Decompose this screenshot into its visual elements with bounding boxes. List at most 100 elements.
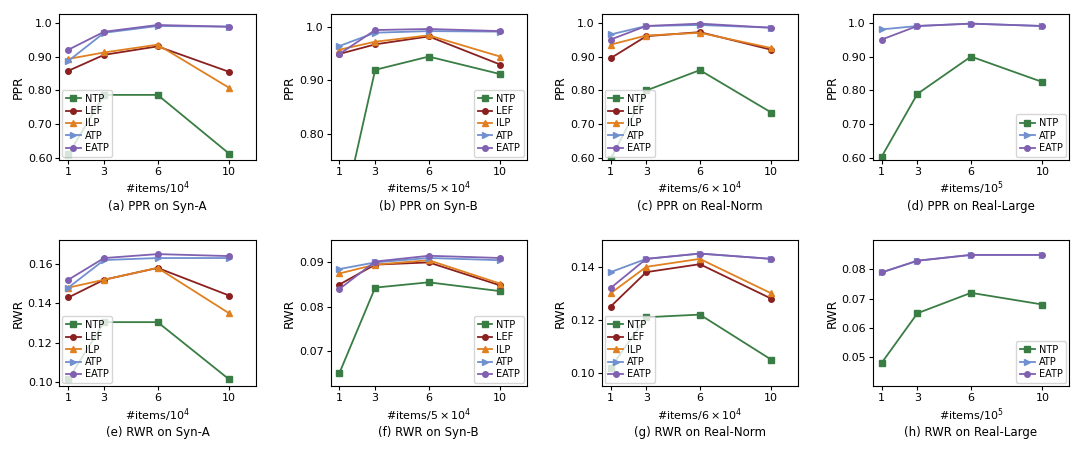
NTP [1036,302,1049,308]
X-axis label: #items/$10^5$: #items/$10^5$ [939,180,1003,197]
NTP [693,312,706,317]
Line: ATP: ATP [608,22,774,37]
ILP [765,45,778,51]
ATP [693,22,706,28]
Line: NTP: NTP [608,312,774,370]
LEF [765,296,778,301]
EATP [639,256,652,262]
LEF [639,33,652,39]
X-axis label: #items/$5\times10^4$: #items/$5\times10^4$ [386,180,472,197]
Y-axis label: RWR: RWR [283,299,296,328]
EATP [97,255,110,261]
ATP [604,269,617,275]
ILP [97,49,110,55]
ATP [875,269,888,275]
Text: (d) PPR on Real-Large: (d) PPR on Real-Large [907,200,1035,213]
ATP [639,256,652,262]
Line: NTP: NTP [879,54,1045,159]
EATP [604,285,617,291]
EATP [333,51,346,57]
ILP [333,47,346,52]
LEF [333,282,346,287]
NTP [639,88,652,93]
Line: LEF: LEF [337,33,503,67]
ATP [693,251,706,256]
Line: EATP: EATP [337,26,503,57]
Legend: NTP, ATP, EATP: NTP, ATP, EATP [1016,114,1066,157]
LEF [604,304,617,309]
EATP [151,252,164,257]
Line: EATP: EATP [608,21,774,42]
Line: NTP: NTP [66,319,232,382]
Line: NTP: NTP [337,54,503,231]
ATP [368,260,381,265]
Y-axis label: RWR: RWR [554,299,567,328]
EATP [765,256,778,262]
EATP [333,286,346,292]
Line: EATP: EATP [337,253,503,292]
Line: ATP: ATP [66,255,232,291]
ILP [693,30,706,36]
NTP [494,71,507,77]
ATP [368,30,381,35]
X-axis label: #items/$10^5$: #items/$10^5$ [939,406,1003,423]
Line: LEF: LEF [608,29,774,61]
ATP [62,285,75,291]
X-axis label: #items/$6\times10^4$: #items/$6\times10^4$ [657,180,743,197]
LEF [222,292,235,298]
ATP [875,26,888,32]
NTP [368,67,381,73]
LEF [97,277,110,283]
Legend: NTP, LEF, ILP, ATP, EATP: NTP, LEF, ILP, ATP, EATP [474,316,524,383]
Line: EATP: EATP [879,21,1045,42]
Line: ILP: ILP [608,256,774,296]
NTP [151,92,164,97]
Line: NTP: NTP [337,279,503,376]
ATP [151,255,164,261]
NTP [693,67,706,73]
Line: ATP: ATP [66,23,232,64]
EATP [494,255,507,261]
EATP [62,277,75,283]
Text: (e) RWR on Syn-A: (e) RWR on Syn-A [106,426,210,439]
Line: EATP: EATP [879,252,1045,275]
EATP [910,23,923,29]
ILP [62,56,75,62]
NTP [910,91,923,97]
ATP [222,24,235,30]
Y-axis label: PPR: PPR [554,75,567,99]
X-axis label: #items/$6\times10^4$: #items/$6\times10^4$ [657,406,743,423]
Line: ATP: ATP [608,251,774,275]
NTP [333,370,346,376]
EATP [494,28,507,34]
NTP [97,319,110,325]
Line: EATP: EATP [66,252,232,283]
LEF [97,52,110,57]
EATP [910,258,923,264]
NTP [1036,79,1049,85]
ILP [62,285,75,291]
EATP [97,29,110,34]
ATP [62,58,75,64]
ATP [910,23,923,29]
LEF [422,33,435,39]
LEF [693,29,706,35]
Line: LEF: LEF [608,261,774,309]
LEF [693,261,706,267]
ATP [1036,252,1049,258]
ATP [333,43,346,49]
ILP [368,262,381,268]
ATP [765,256,778,262]
Legend: NTP, LEF, ILP, ATP, EATP: NTP, LEF, ILP, ATP, EATP [605,316,654,383]
ILP [604,291,617,296]
NTP [964,54,977,59]
EATP [422,253,435,259]
LEF [62,295,75,300]
ATP [964,252,977,258]
Line: LEF: LEF [337,260,503,288]
EATP [368,27,381,33]
ATP [604,32,617,37]
Legend: NTP, LEF, ILP, ATP, EATP: NTP, LEF, ILP, ATP, EATP [605,89,654,157]
LEF [422,260,435,265]
Line: EATP: EATP [66,22,232,53]
